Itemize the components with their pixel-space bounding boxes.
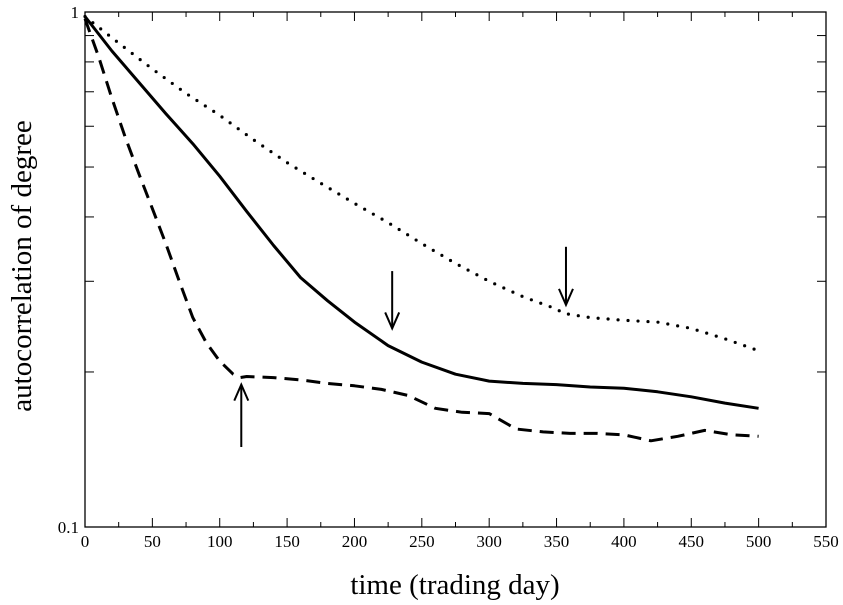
x-tick-label: 300 — [476, 532, 502, 551]
y-tick-label: 1 — [71, 3, 80, 22]
x-tick-label: 250 — [409, 532, 435, 551]
axis-ticks — [84, 11, 827, 528]
arrow-head — [384, 312, 401, 331]
x-tick-label: 50 — [144, 532, 161, 551]
y-axis-label: autocorrelation of degree — [6, 120, 38, 411]
series-layer — [83, 14, 761, 443]
x-tick-label: 450 — [679, 532, 705, 551]
x-tick-label: 200 — [342, 532, 368, 551]
annotation-layer — [233, 246, 574, 448]
x-tick-label: 150 — [274, 532, 300, 551]
x-tick-label: 100 — [207, 532, 233, 551]
arrow-head — [558, 288, 574, 308]
x-tick-label: 500 — [746, 532, 772, 551]
annotation-arrow-down — [558, 246, 574, 308]
axis-tick-labels: 0 50 100 150 200 250 300 350 400 450 500 550 0.1 1 — [58, 3, 839, 551]
x-tick-label: 0 — [81, 532, 90, 551]
x-tick-label: 350 — [544, 532, 570, 551]
x-axis-label: time (trading day) — [350, 569, 559, 601]
plot-frame — [84, 11, 827, 528]
y-tick-label: 0.1 — [58, 518, 79, 537]
annotation-arrow-down — [384, 271, 401, 331]
series-line-solid — [83, 15, 759, 410]
series-line-dashed — [83, 18, 759, 443]
x-tick-label: 400 — [611, 532, 637, 551]
annotation-arrow-up — [233, 382, 250, 448]
x-tick-label: 550 — [813, 532, 839, 551]
arrow-head — [233, 382, 250, 402]
